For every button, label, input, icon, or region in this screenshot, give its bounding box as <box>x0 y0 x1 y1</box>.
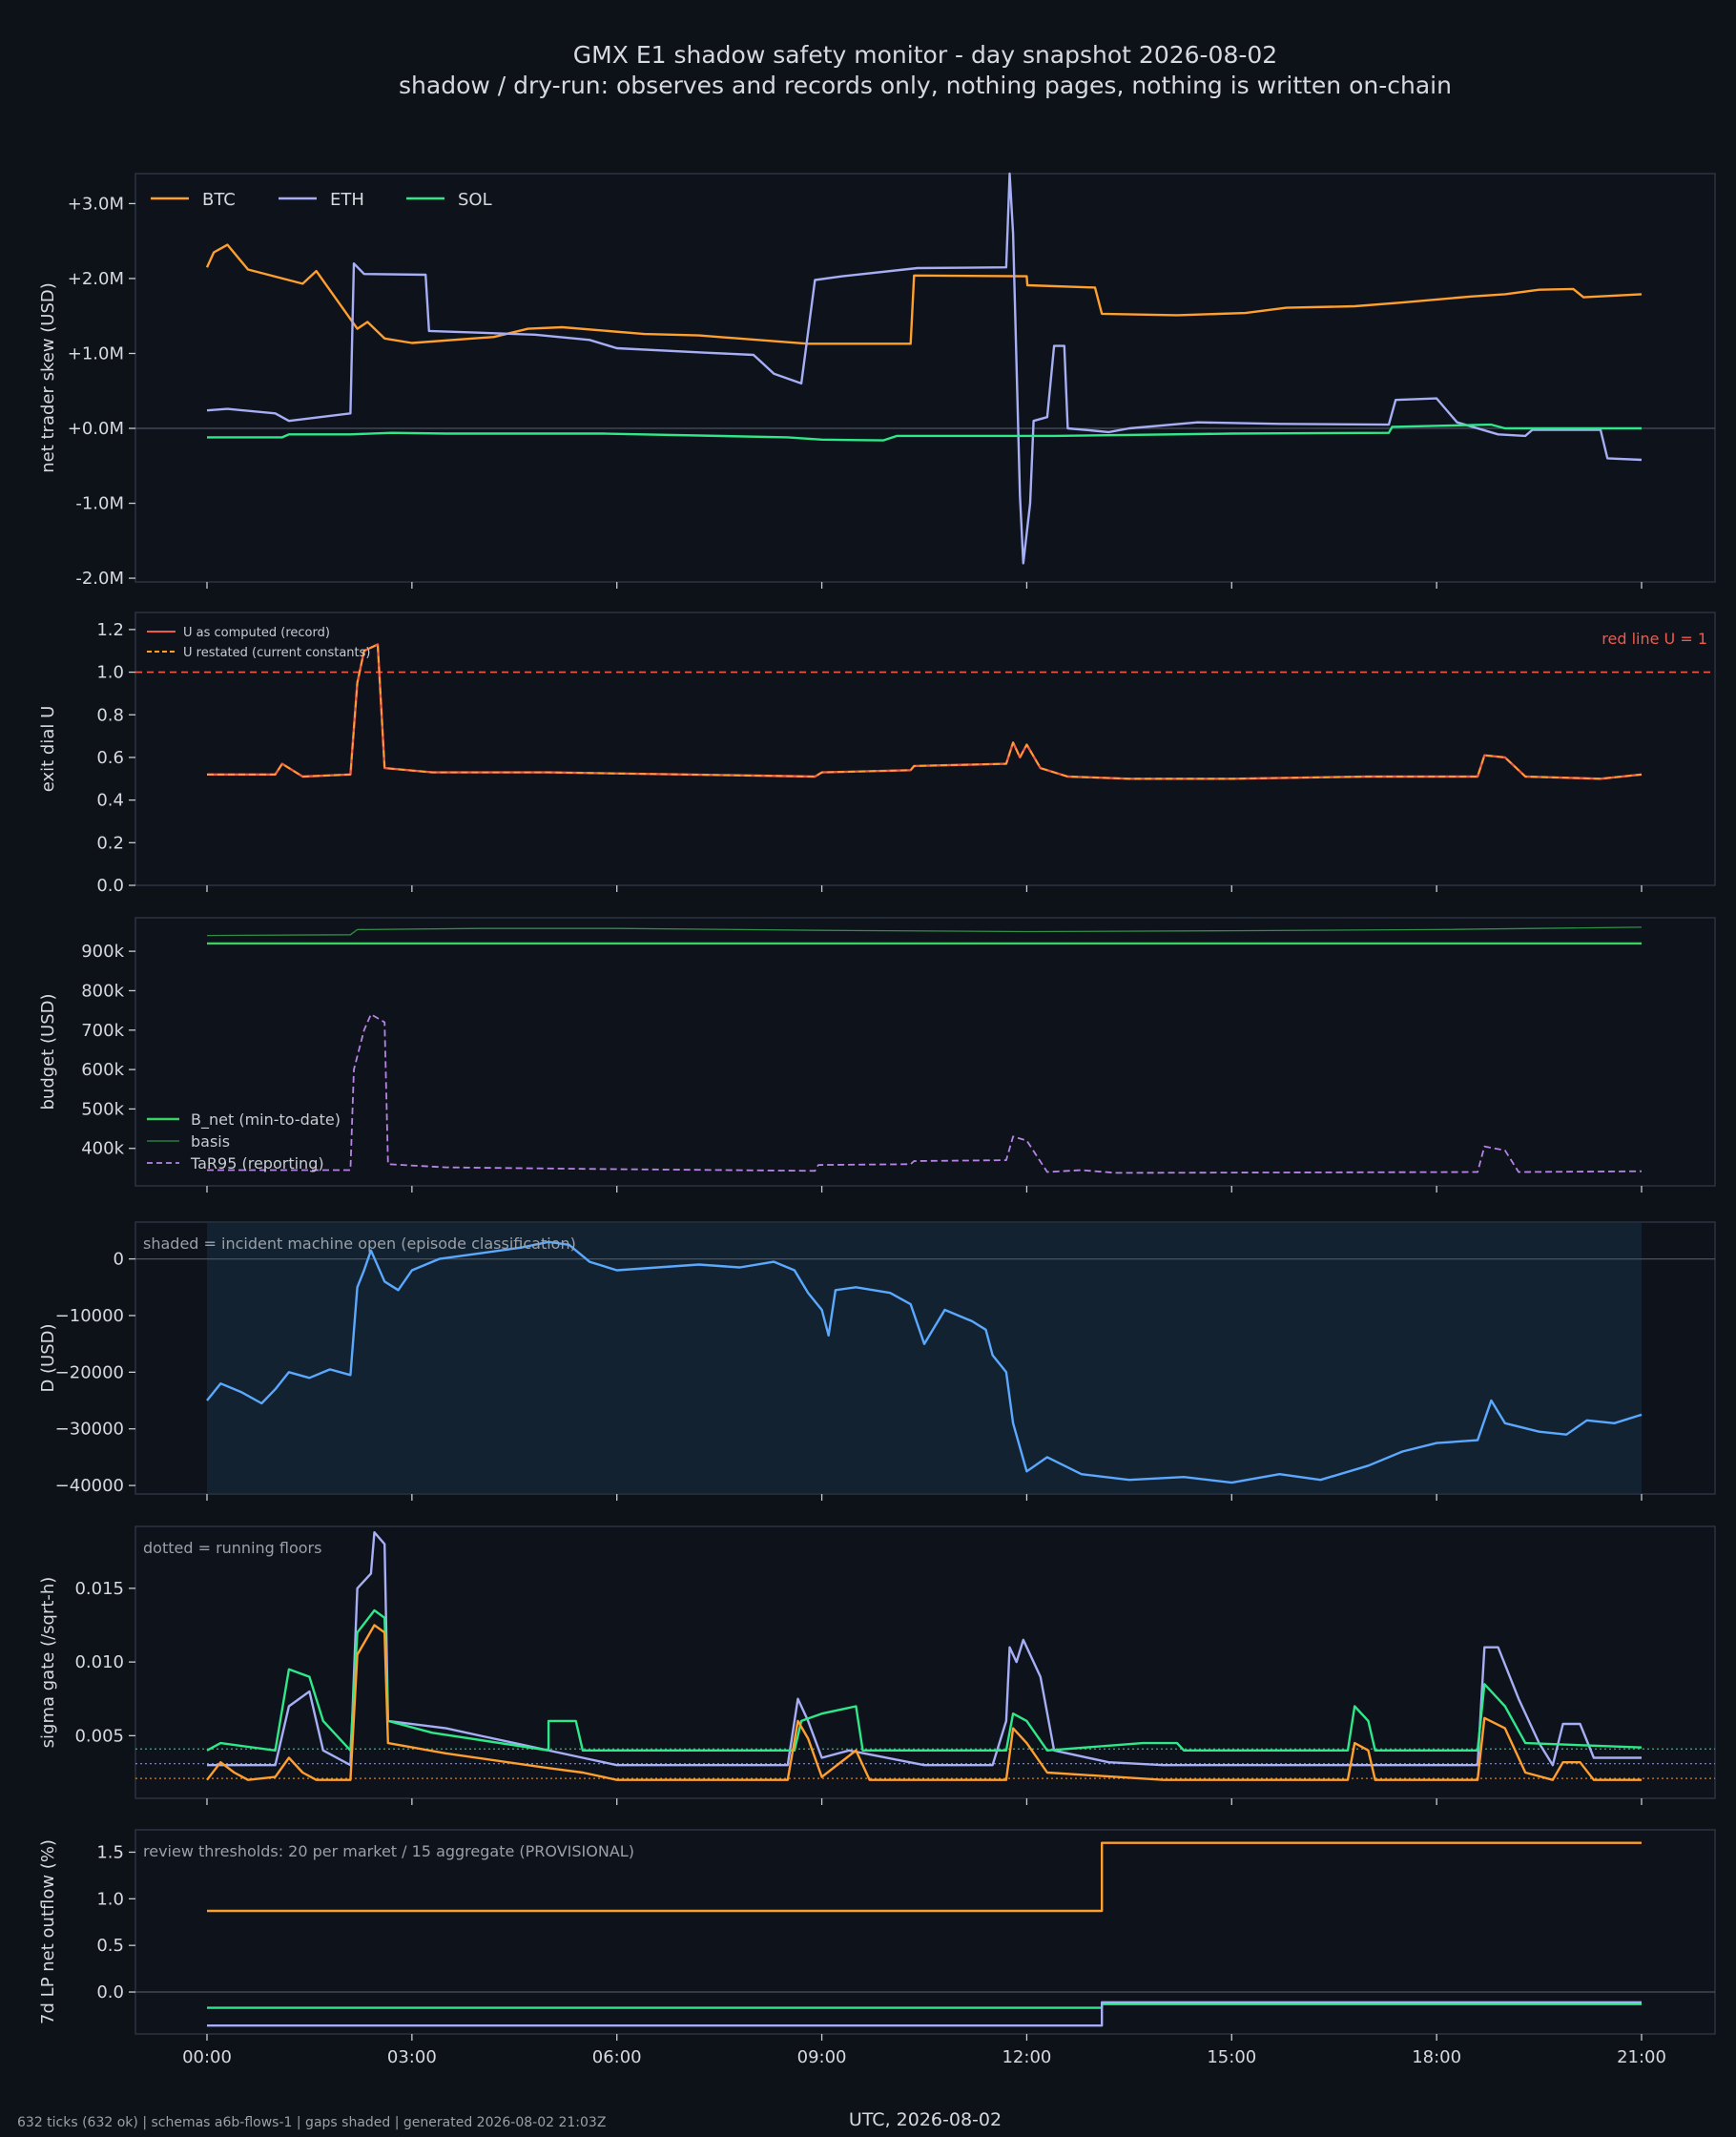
series-line <box>207 423 1642 442</box>
y-tick-label: 0.0 <box>96 1982 124 2002</box>
y-tick-label: 0.4 <box>96 791 124 811</box>
figure-title: GMX E1 shadow safety monitor - day snaps… <box>573 41 1277 69</box>
legend-label: BTC <box>202 190 236 210</box>
y-tick-label: 0.010 <box>74 1652 124 1672</box>
y-tick-label: +2.0M <box>68 269 124 289</box>
panel-1: +3.0M +2.0M +1.0M +0.0M -1.0M -2.0M net trader… <box>38 172 1716 589</box>
y-tick-label: 0.6 <box>96 748 124 768</box>
y-tick-label: −30000 <box>55 1420 124 1440</box>
y-tick-label: +3.0M <box>68 194 124 214</box>
series-line <box>206 1608 1643 1752</box>
series-line <box>206 1240 1643 1484</box>
legend-label: U restated (current constants) <box>183 646 370 660</box>
y-tick-label: 0.015 <box>74 1579 124 1599</box>
y-tick-label: −10000 <box>55 1306 124 1326</box>
series-line <box>207 2001 1642 2027</box>
y-axis-label: exit dial U <box>38 706 58 793</box>
y-tick-label: -2.0M <box>75 569 124 589</box>
y-tick-label: +1.0M <box>68 343 124 363</box>
panel-annotation: shaded = incident machine open (episode … <box>143 1234 576 1253</box>
footer-status: 632 ticks (632 ok) | schemas a6b-flows-1… <box>17 2115 606 2130</box>
series-line <box>206 926 1643 937</box>
plot-area <box>134 1829 1716 2035</box>
plot-area <box>134 1525 1716 1799</box>
y-tick-label: −40000 <box>55 1476 124 1496</box>
series-line <box>206 1624 1642 1781</box>
legend-label: basis <box>191 1132 230 1151</box>
y-tick-label: 900k <box>81 942 124 962</box>
panel-6: 0.0 0.5 1.0 1.5 00:00 03:00 06:00 09:00 12:00 15:… <box>38 1829 1716 2067</box>
y-tick-label: -1.0M <box>75 494 124 514</box>
series-line <box>207 1841 1642 1913</box>
plot-area <box>134 612 1716 886</box>
panel-4: 0 −10000 −20000 −30000 −40000 D (USD) shaded =… <box>38 1221 1716 1501</box>
series-line <box>205 243 1643 345</box>
legend-label: B_net (min-to-date) <box>191 1110 341 1130</box>
figure-subtitle: shadow / dry-run: observes and records o… <box>399 72 1452 99</box>
legend-label: ETH <box>330 190 364 210</box>
y-tick-label: 500k <box>81 1099 124 1119</box>
x-tick-label: 03:00 <box>387 2047 437 2067</box>
plot-area <box>134 917 1716 1187</box>
y-axis-label: sigma gate (/sqrt-h) <box>38 1577 58 1749</box>
y-tick-label: 0.5 <box>96 1936 124 1956</box>
x-tick-label: 18:00 <box>1412 2047 1461 2067</box>
y-tick-label: 1.0 <box>96 1889 124 1909</box>
x-tick-label: 00:00 <box>182 2047 232 2067</box>
series-line <box>206 172 1643 565</box>
y-tick-label: 700k <box>81 1021 124 1041</box>
incident-shaded-region <box>207 1223 1642 1493</box>
y-axis-label: budget (USD) <box>38 993 58 1110</box>
series-line <box>207 1531 1642 1767</box>
y-tick-label: −20000 <box>55 1362 124 1382</box>
legend-label: TaR95 (reporting) <box>190 1154 324 1172</box>
x-tick-label: 06:00 <box>592 2047 642 2067</box>
panel-2: 0.0 0.2 0.4 0.6 0.8 1.0 1.2 exit dial U red line… <box>38 612 1716 896</box>
legend-label: U as computed (record) <box>183 626 330 640</box>
panels: +3.0M +2.0M +1.0M +0.0M -1.0M -2.0M net trader… <box>38 172 1716 2067</box>
y-tick-label: 600k <box>81 1060 124 1080</box>
series-line <box>207 643 1643 780</box>
y-tick-label: +0.0M <box>68 419 124 439</box>
x-axis-label: UTC, 2026-08-02 <box>849 2109 1002 2130</box>
y-tick-label: 0.005 <box>74 1726 124 1746</box>
y-axis-label: D (USD) <box>38 1323 58 1392</box>
series-line <box>207 1013 1643 1174</box>
red-line-label: red line U = 1 <box>1602 630 1707 648</box>
y-tick-label: 0.8 <box>96 705 124 725</box>
y-tick-label: 0 <box>114 1250 124 1270</box>
y-tick-label: 1.2 <box>96 620 124 640</box>
panel-annotation: dotted = running floors <box>143 1539 321 1557</box>
y-tick-label: 1.5 <box>96 1842 124 1862</box>
panel-5: 0.005 0.010 0.015 sigma gate (/sqrt-h) dotte… <box>38 1525 1716 1805</box>
y-tick-label: 400k <box>81 1139 124 1159</box>
y-tick-label: 1.0 <box>96 663 124 683</box>
x-tick-label: 12:00 <box>1002 2047 1051 2067</box>
legend-label: SOL <box>458 190 492 210</box>
x-tick-label: 15:00 <box>1207 2047 1256 2067</box>
y-axis-label: net trader skew (USD) <box>38 282 58 473</box>
plot-area <box>134 173 1716 583</box>
y-tick-label: 800k <box>81 981 124 1001</box>
panel-annotation: review thresholds: 20 per market / 15 ag… <box>143 1842 634 1860</box>
panel-3: 400k 500k 600k 700k 800k 900k budget (USD) B_ne… <box>38 917 1716 1193</box>
y-tick-label: 0.0 <box>96 876 124 896</box>
y-axis-label: 7d LP net outflow (%) <box>38 1839 58 2024</box>
x-tick-label: 21:00 <box>1617 2047 1666 2067</box>
y-tick-label: 0.2 <box>96 833 124 853</box>
x-tick-label: 09:00 <box>797 2047 847 2067</box>
